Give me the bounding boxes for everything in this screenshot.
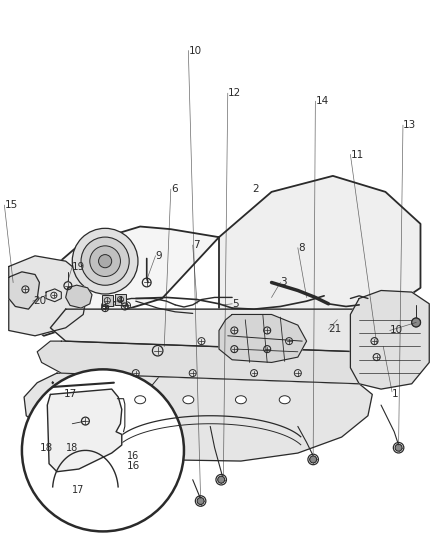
Text: 2: 2 [252, 184, 258, 194]
Polygon shape [37, 341, 385, 384]
Text: 10: 10 [390, 326, 403, 335]
Polygon shape [18, 227, 219, 336]
Text: 18: 18 [39, 443, 53, 453]
Polygon shape [9, 272, 39, 309]
Polygon shape [9, 256, 88, 336]
Circle shape [218, 476, 225, 483]
Polygon shape [350, 290, 429, 389]
Ellipse shape [135, 395, 145, 404]
Text: 16: 16 [127, 451, 139, 461]
Text: 20: 20 [33, 296, 46, 306]
Circle shape [90, 246, 120, 277]
Text: 11: 11 [350, 150, 364, 159]
Circle shape [81, 237, 129, 285]
Circle shape [72, 228, 138, 294]
Ellipse shape [183, 395, 194, 404]
Text: 16: 16 [127, 462, 140, 471]
Text: 14: 14 [315, 96, 328, 106]
Text: 5: 5 [232, 299, 239, 309]
Text: 21: 21 [328, 325, 342, 334]
Text: 6: 6 [171, 184, 177, 194]
Bar [102, 295, 113, 306]
Polygon shape [24, 373, 372, 461]
Polygon shape [66, 285, 92, 308]
Polygon shape [47, 389, 122, 472]
Text: 4: 4 [116, 296, 123, 306]
Text: 19: 19 [72, 262, 85, 271]
Text: 18: 18 [66, 443, 78, 453]
Polygon shape [219, 314, 307, 362]
Circle shape [99, 255, 112, 268]
Circle shape [197, 497, 204, 505]
Text: 13: 13 [403, 120, 416, 130]
Circle shape [310, 456, 317, 463]
Bar [115, 294, 126, 305]
Polygon shape [50, 309, 381, 352]
Text: 10: 10 [188, 46, 201, 55]
Text: 1: 1 [392, 390, 399, 399]
Text: 7: 7 [193, 240, 199, 250]
Text: 8: 8 [298, 243, 304, 253]
Text: 12: 12 [228, 88, 241, 98]
Text: 9: 9 [155, 251, 162, 261]
Circle shape [395, 444, 402, 451]
Ellipse shape [279, 395, 290, 404]
Text: 15: 15 [4, 200, 18, 210]
Ellipse shape [236, 395, 246, 404]
Polygon shape [219, 176, 420, 325]
Circle shape [22, 369, 184, 531]
Text: 3: 3 [280, 278, 287, 287]
Text: 17: 17 [64, 390, 77, 399]
Circle shape [412, 318, 420, 327]
Text: 17: 17 [72, 485, 84, 495]
